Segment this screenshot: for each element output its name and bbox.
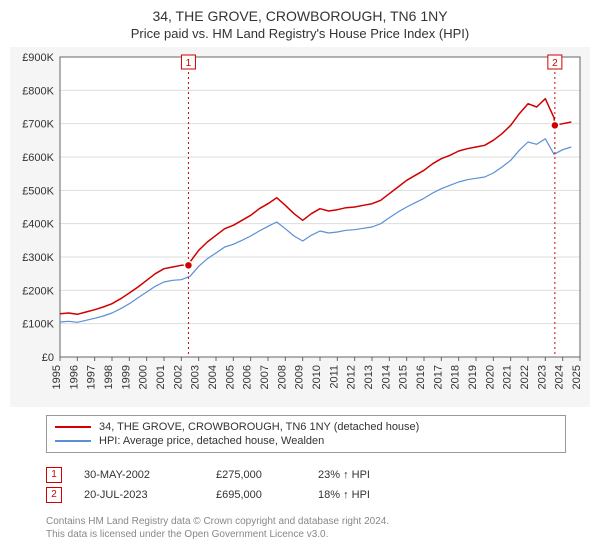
svg-text:£800K: £800K bbox=[22, 85, 54, 97]
svg-text:2006: 2006 bbox=[242, 365, 254, 389]
svg-text:2009: 2009 bbox=[294, 365, 306, 389]
footer: Contains HM Land Registry data © Crown c… bbox=[46, 515, 566, 541]
legend-label-hpi: HPI: Average price, detached house, Weal… bbox=[99, 435, 324, 447]
svg-text:£400K: £400K bbox=[22, 219, 54, 231]
legend-item-property: 34, THE GROVE, CROWBOROUGH, TN6 1NY (det… bbox=[55, 420, 557, 434]
svg-text:2011: 2011 bbox=[328, 365, 340, 389]
svg-text:£200K: £200K bbox=[22, 285, 54, 297]
svg-text:£900K: £900K bbox=[22, 52, 54, 64]
transaction-price: £275,000 bbox=[216, 469, 296, 481]
footer-line: Contains HM Land Registry data © Crown c… bbox=[46, 515, 566, 528]
svg-text:2007: 2007 bbox=[259, 365, 271, 389]
svg-text:1996: 1996 bbox=[68, 365, 80, 389]
chart-container: 34, THE GROVE, CROWBOROUGH, TN6 1NY Pric… bbox=[0, 0, 600, 560]
svg-text:1998: 1998 bbox=[103, 365, 115, 389]
svg-text:2016: 2016 bbox=[415, 365, 427, 389]
svg-text:2025: 2025 bbox=[571, 365, 583, 389]
svg-text:2021: 2021 bbox=[502, 365, 514, 389]
svg-text:2012: 2012 bbox=[346, 365, 358, 389]
svg-text:£0: £0 bbox=[42, 352, 54, 364]
svg-text:2020: 2020 bbox=[484, 365, 496, 389]
svg-text:2003: 2003 bbox=[190, 365, 202, 389]
transaction-row: 2 20-JUL-2023 £695,000 18% ↑ HPI bbox=[46, 485, 566, 505]
transaction-relative: 23% ↑ HPI bbox=[318, 469, 398, 481]
svg-text:2: 2 bbox=[552, 58, 558, 69]
svg-text:2022: 2022 bbox=[519, 365, 531, 389]
page-title: 34, THE GROVE, CROWBOROUGH, TN6 1NY bbox=[10, 8, 590, 24]
transaction-marker-icon: 2 bbox=[46, 487, 62, 503]
svg-text:2014: 2014 bbox=[380, 365, 392, 389]
svg-text:1: 1 bbox=[186, 58, 192, 69]
svg-text:2015: 2015 bbox=[398, 365, 410, 389]
chart: £0 £100K £200K £300K £400K £500K £600K £700K £80… bbox=[10, 47, 590, 407]
legend-item-hpi: HPI: Average price, detached house, Weal… bbox=[55, 434, 557, 448]
svg-text:1999: 1999 bbox=[120, 365, 132, 389]
legend-swatch-property bbox=[55, 426, 91, 428]
legend-swatch-hpi bbox=[55, 440, 91, 442]
svg-text:2024: 2024 bbox=[554, 365, 566, 389]
svg-text:1997: 1997 bbox=[86, 365, 98, 389]
svg-text:2000: 2000 bbox=[138, 365, 150, 389]
svg-text:2023: 2023 bbox=[536, 365, 548, 389]
page-subtitle: Price paid vs. HM Land Registry's House … bbox=[10, 26, 590, 41]
transaction-relative: 18% ↑ HPI bbox=[318, 489, 398, 501]
svg-text:2004: 2004 bbox=[207, 365, 219, 389]
svg-text:1995: 1995 bbox=[51, 365, 63, 389]
svg-text:2018: 2018 bbox=[450, 365, 462, 389]
svg-text:2001: 2001 bbox=[155, 365, 167, 389]
svg-text:2010: 2010 bbox=[311, 365, 323, 389]
legend-label-property: 34, THE GROVE, CROWBOROUGH, TN6 1NY (det… bbox=[99, 421, 419, 433]
line-chart-svg: £0 £100K £200K £300K £400K £500K £600K £700K £80… bbox=[10, 47, 590, 407]
svg-text:£500K: £500K bbox=[22, 185, 54, 197]
legend: 34, THE GROVE, CROWBOROUGH, TN6 1NY (det… bbox=[46, 415, 566, 453]
transactions: 1 30-MAY-2002 £275,000 23% ↑ HPI 2 20-JU… bbox=[46, 463, 566, 507]
svg-text:2008: 2008 bbox=[276, 365, 288, 389]
svg-text:£300K: £300K bbox=[22, 252, 54, 264]
transaction-row: 1 30-MAY-2002 £275,000 23% ↑ HPI bbox=[46, 465, 566, 485]
svg-text:2017: 2017 bbox=[432, 365, 444, 389]
transaction-marker-icon: 1 bbox=[46, 467, 62, 483]
svg-text:£600K: £600K bbox=[22, 152, 54, 164]
transaction-date: 20-JUL-2023 bbox=[84, 489, 194, 501]
svg-text:£100K: £100K bbox=[22, 319, 54, 331]
transaction-price: £695,000 bbox=[216, 489, 296, 501]
svg-text:2005: 2005 bbox=[224, 365, 236, 389]
transaction-date: 30-MAY-2002 bbox=[84, 469, 194, 481]
svg-text:2013: 2013 bbox=[363, 365, 375, 389]
svg-text:2019: 2019 bbox=[467, 365, 479, 389]
footer-line: This data is licensed under the Open Gov… bbox=[46, 528, 566, 541]
svg-text:£700K: £700K bbox=[22, 119, 54, 131]
svg-text:2002: 2002 bbox=[172, 365, 184, 389]
